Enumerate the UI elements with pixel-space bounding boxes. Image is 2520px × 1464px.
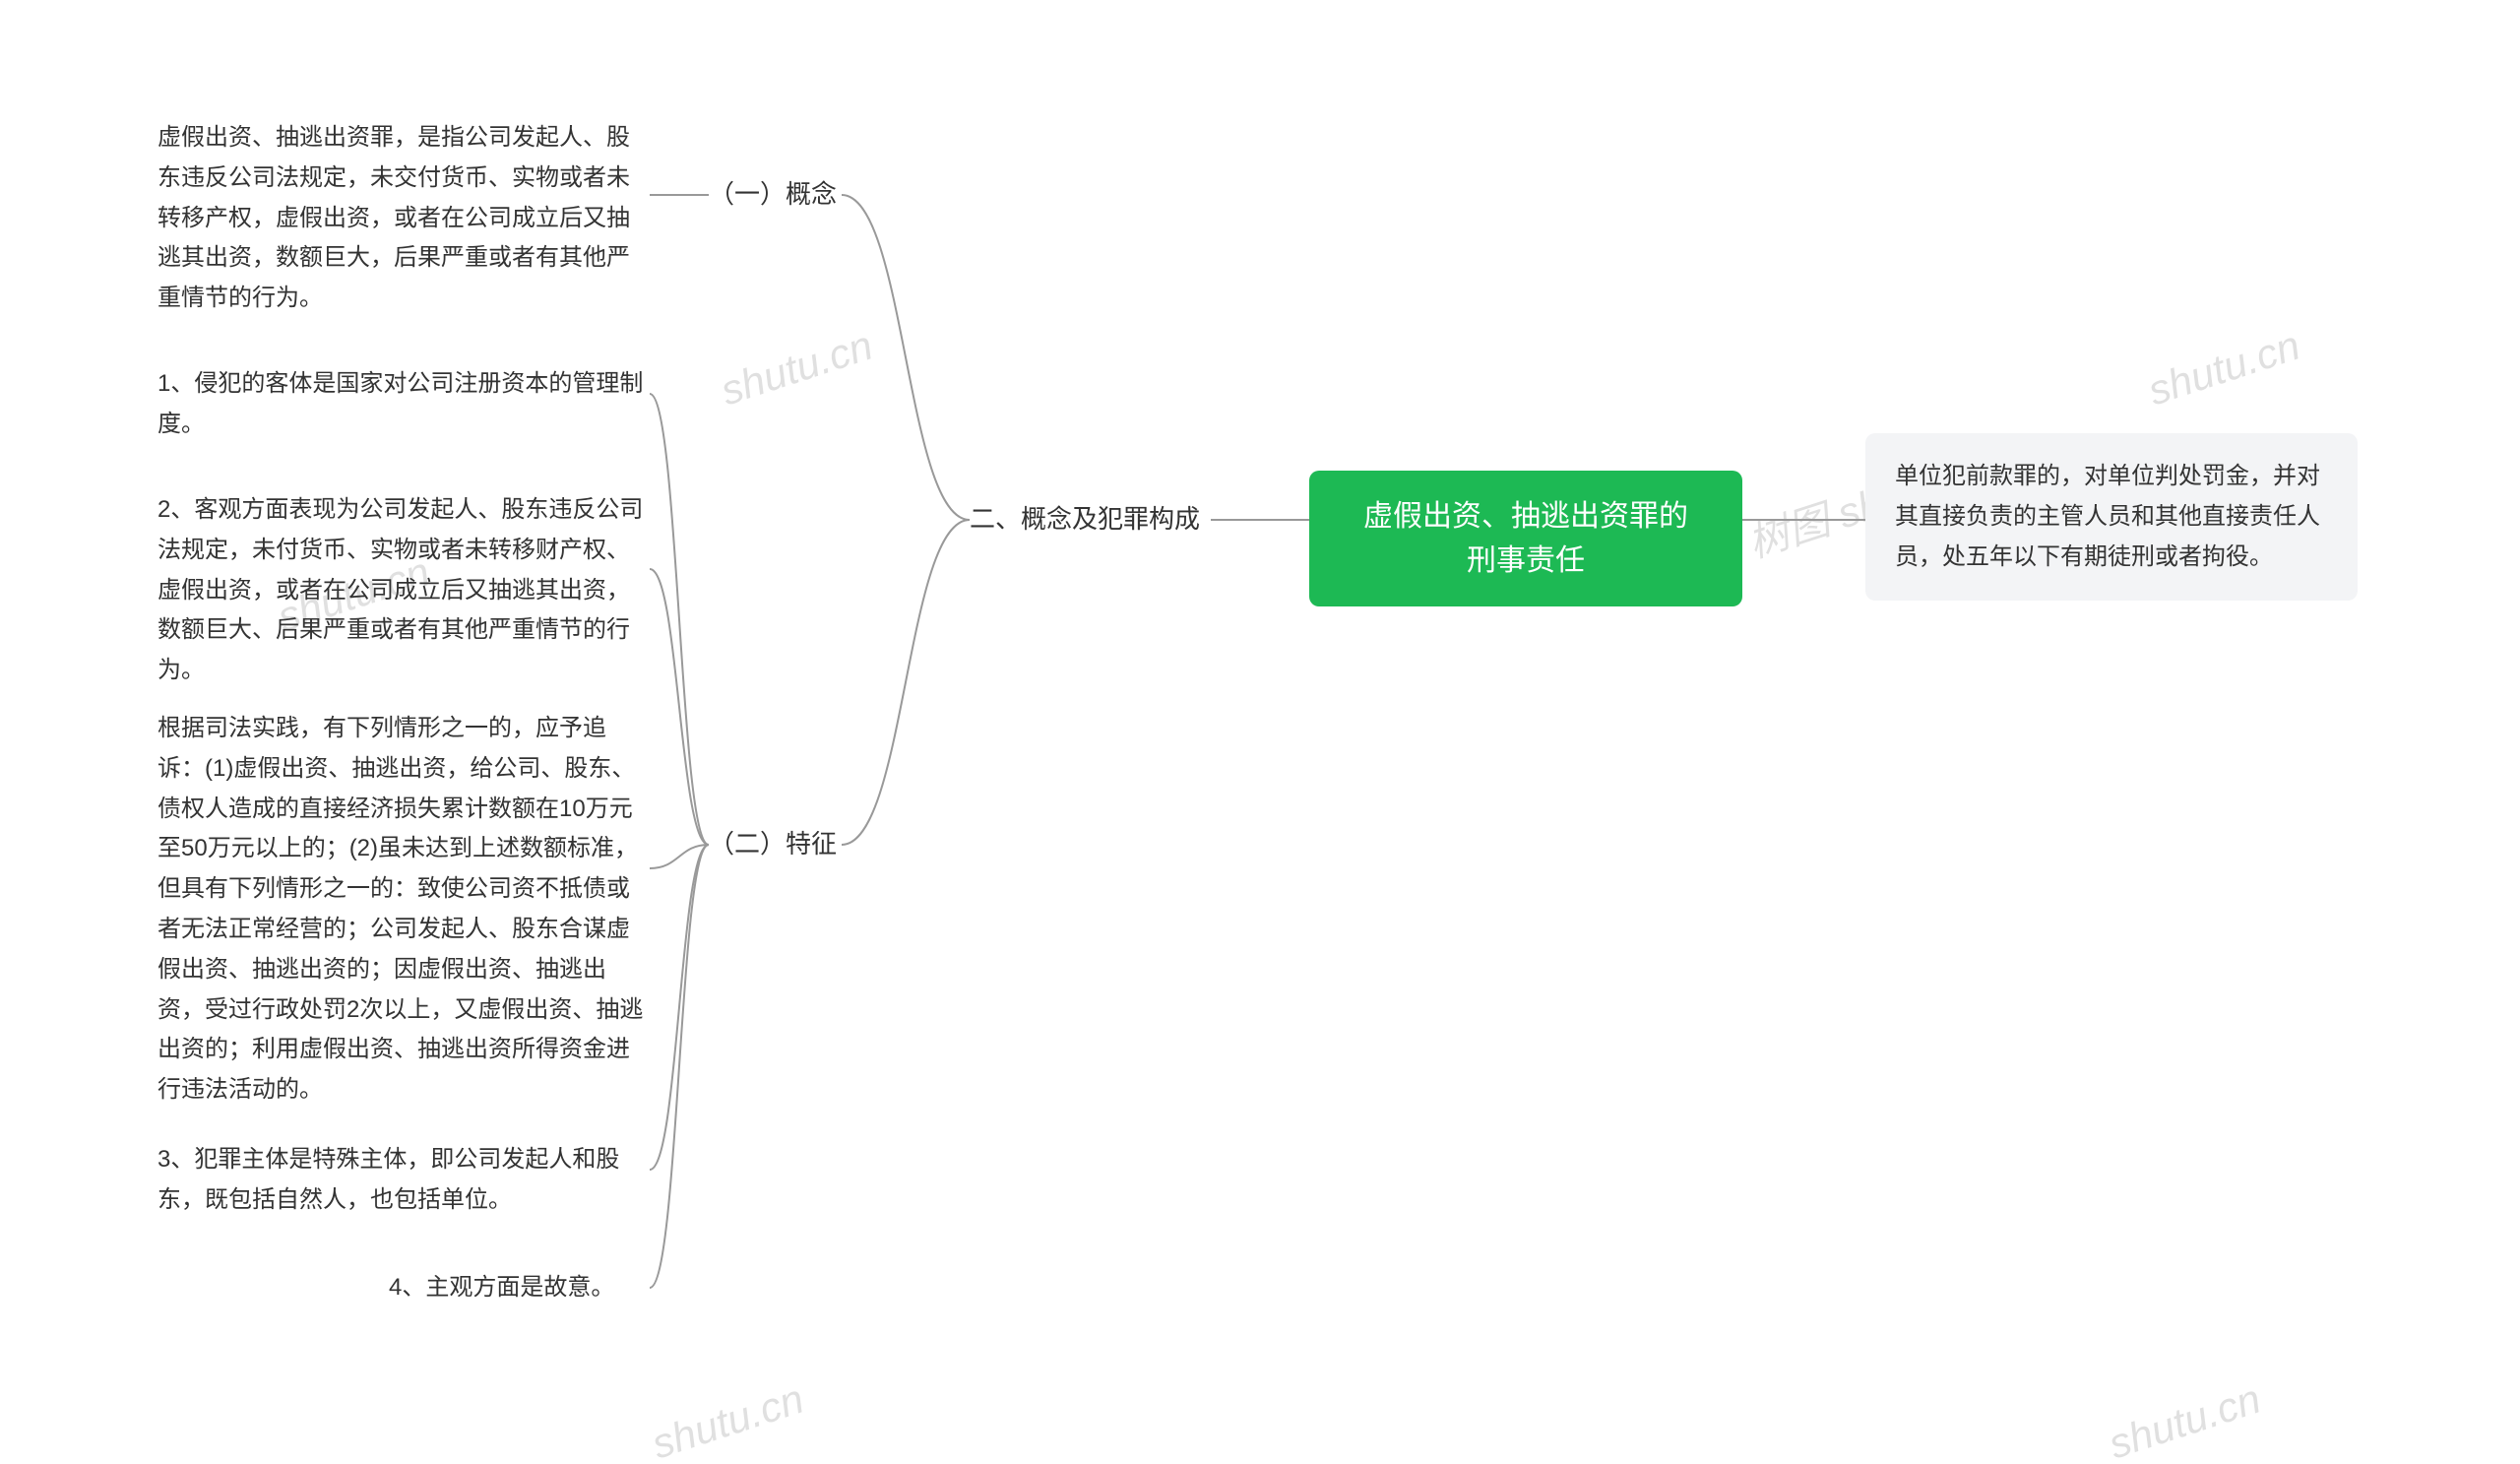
watermark: shutu.cn [646,1375,809,1464]
leaf-feature-3: 根据司法实践，有下列情形之一的，应予追诉：(1)虚假出资、抽逃出资，给公司、股东… [158,709,650,1111]
watermark: shutu.cn [2103,1375,2266,1464]
leaf-feature-3-text: 根据司法实践，有下列情形之一的，应予追诉：(1)虚假出资、抽逃出资，给公司、股东… [158,715,643,1103]
root-title-line2: 刑事责任 [1467,544,1585,577]
leaf-feature-1: 1、侵犯的客体是国家对公司注册资本的管理制度。 [158,364,650,445]
right-penalty-text: 单位犯前款罪的，对单位判处罚金，并对其直接负责的主管人员和其他直接责任人员，处五… [1895,463,2320,570]
root-title-line1: 虚假出资、抽逃出资罪的 [1363,500,1688,533]
leaf-feature-2: 2、客观方面表现为公司发起人、股东违反公司法规定，未付货币、实物或者未转移财产权… [158,490,650,691]
branch-concept-structure: 二、概念及犯罪构成 [970,500,1200,539]
leaf-feature-2-text: 2、客观方面表现为公司发起人、股东违反公司法规定，未付货币、实物或者未转移财产权… [158,496,643,683]
sub-concept: （一）概念 [709,175,837,214]
branch-concept-structure-label: 二、概念及犯罪构成 [970,504,1200,534]
leaf-concept-definition: 虚假出资、抽逃出资罪，是指公司发起人、股东违反公司法规定，未交付货币、实物或者未… [158,118,650,319]
right-penalty-node: 单位犯前款罪的，对单位判处罚金，并对其直接负责的主管人员和其他直接责任人员，处五… [1865,433,2358,601]
watermark: shutu.cn [2142,322,2305,415]
leaf-feature-5: 4、主观方面是故意。 [389,1268,655,1308]
root-node: 虚假出资、抽逃出资罪的 刑事责任 [1309,471,1742,606]
leaf-feature-4: 3、犯罪主体是特殊主体，即公司发起人和股东，既包括自然人，也包括单位。 [158,1140,650,1221]
sub-features: （二）特征 [709,825,837,863]
leaf-feature-4-text: 3、犯罪主体是特殊主体，即公司发起人和股东，既包括自然人，也包括单位。 [158,1146,619,1213]
leaf-feature-1-text: 1、侵犯的客体是国家对公司注册资本的管理制度。 [158,370,643,437]
watermark: shutu.cn [715,322,878,415]
sub-concept-label: （一）概念 [709,179,837,209]
leaf-concept-definition-text: 虚假出资、抽逃出资罪，是指公司发起人、股东违反公司法规定，未交付货币、实物或者未… [158,124,630,311]
sub-features-label: （二）特征 [709,829,837,859]
leaf-feature-5-text: 4、主观方面是故意。 [389,1274,614,1301]
